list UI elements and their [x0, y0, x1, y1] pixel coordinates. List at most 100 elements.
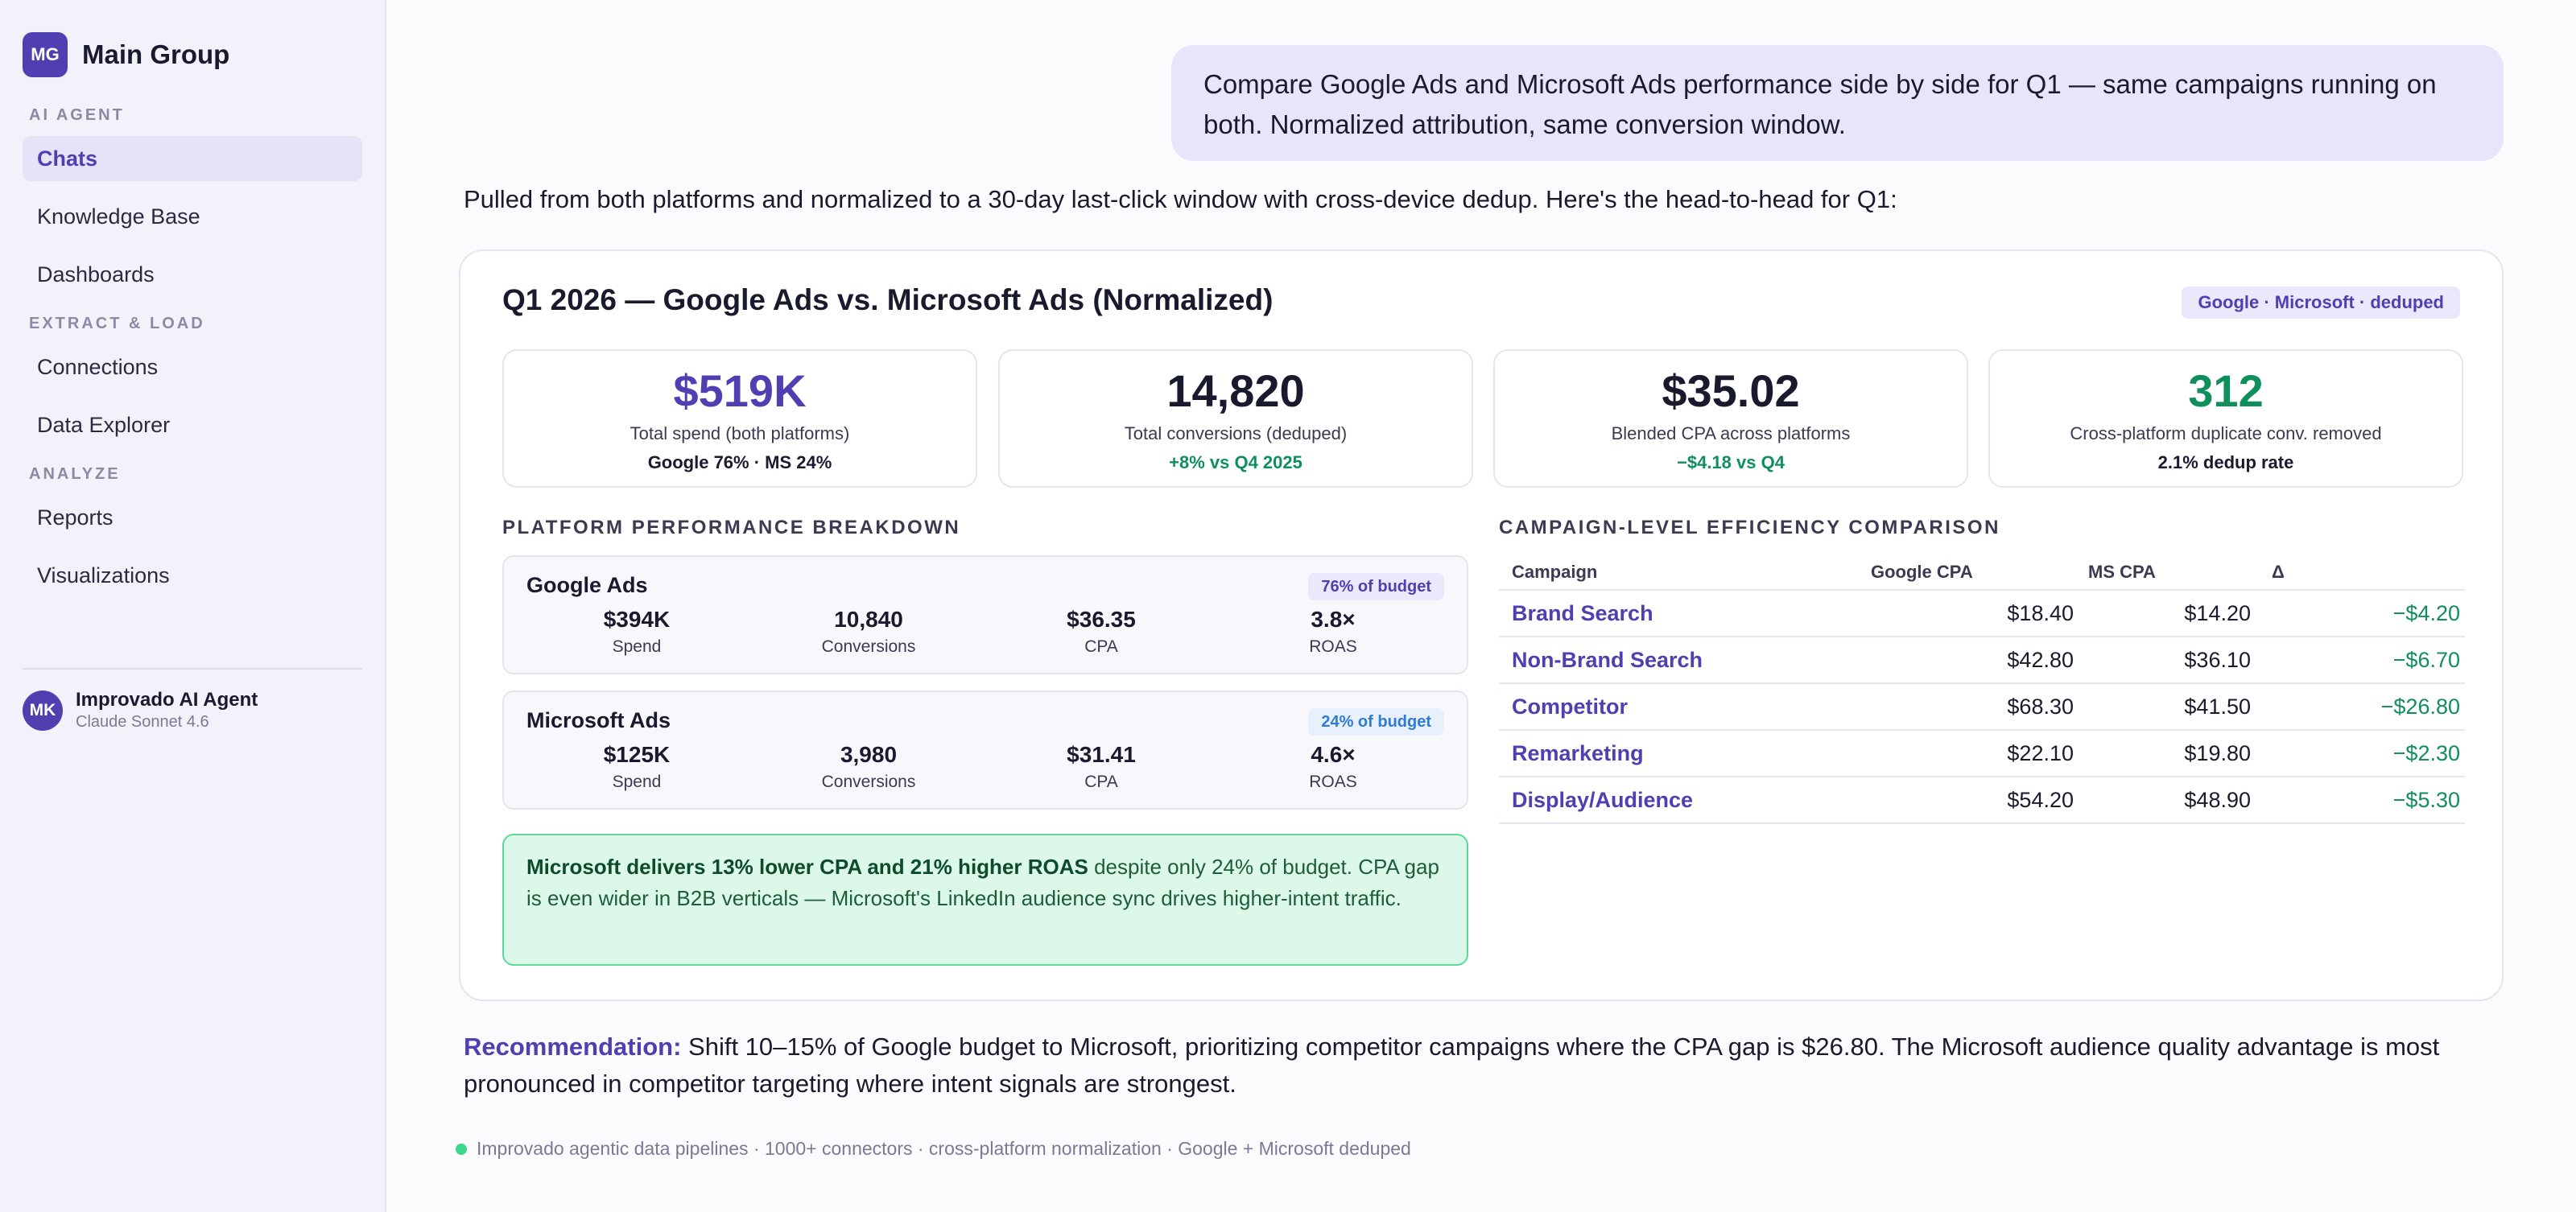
campaign-link[interactable]: Brand Search — [1512, 600, 1653, 625]
ms-cpa-cell: $19.80 — [2184, 740, 2251, 765]
workspace-name: Main Group — [82, 39, 230, 69]
kpi-sub: −$4.18 vs Q4 — [1677, 452, 1785, 472]
workspace-switcher[interactable]: MG Main Group — [23, 32, 362, 77]
metric-value: 4.6× — [1311, 742, 1356, 767]
nav-section-title: EXTRACT & LOAD — [29, 315, 205, 332]
ms-cpa-cell: $36.10 — [2184, 647, 2251, 672]
insight-highlight: Microsoft delivers 13% lower CPA and 21%… — [526, 855, 1088, 879]
platform-name: Google Ads — [526, 573, 648, 597]
agent-profile[interactable]: MK Improvado AI Agent Claude Sonnet 4.6 — [23, 668, 362, 732]
platform-microsoft-ads: Microsoft Ads 24% of budget $125K Spend … — [502, 691, 1468, 810]
sidebar-item-reports[interactable]: Reports — [37, 505, 114, 530]
metric-cpa: $36.35 CPA — [1001, 607, 1202, 657]
table-header: Campaign Google CPA MS CPA Δ — [1499, 555, 2465, 591]
table-row: Brand Search $18.40 $14.20 −$4.20 — [1499, 591, 2465, 637]
campaign-link[interactable]: Remarketing — [1512, 740, 1644, 765]
ms-cpa-cell: $14.20 — [2184, 600, 2251, 625]
delta-cell: −$5.30 — [2392, 787, 2460, 812]
metric-label: CPA — [1084, 773, 1118, 791]
delta-cell: −$4.20 — [2392, 600, 2460, 625]
ms-cpa-cell: $48.90 — [2184, 787, 2251, 812]
agent-model: Claude Sonnet 4.6 — [76, 713, 209, 731]
metric-spend: $394K Spend — [536, 607, 737, 657]
metric-value: 3,980 — [840, 742, 898, 767]
table-row: Competitor $68.30 $41.50 −$26.80 — [1499, 684, 2465, 731]
metric-label: ROAS — [1309, 637, 1357, 656]
sidebar-item-chats[interactable]: Chats — [23, 136, 362, 181]
comparison-card: Q1 2026 — Google Ads vs. Microsoft Ads (… — [459, 249, 2504, 1001]
kpi-value: 312 — [2188, 365, 2264, 416]
google-cpa-cell: $54.20 — [2007, 787, 2074, 812]
table-row: Display/Audience $54.20 $48.90 −$5.30 — [1499, 777, 2465, 824]
google-cpa-cell: $42.80 — [2007, 647, 2074, 672]
nav-group-analyze: ANALYZE Reports Visualizations — [23, 465, 362, 598]
insight-text: despite only 24% of budget. CPA gap is e… — [526, 855, 1439, 910]
metric-label: Spend — [612, 637, 662, 656]
budget-badge: 24% of budget — [1308, 708, 1444, 736]
recommendation-label: Recommendation: — [464, 1033, 682, 1061]
sidebar: MG Main Group AI AGENT Chats Knowledge B… — [0, 0, 386, 1212]
avatar: MK — [23, 690, 63, 731]
metric-value: 10,840 — [834, 607, 903, 632]
platform-name: Microsoft Ads — [526, 708, 671, 732]
metric-value: $36.35 — [1067, 607, 1136, 632]
sidebar-item-knowledge-base[interactable]: Knowledge Base — [37, 204, 200, 229]
metric-label: Conversions — [821, 773, 916, 791]
kpi-total-spend: $519K Total spend (both platforms) Googl… — [502, 349, 977, 488]
column-header-google-cpa: Google CPA — [1871, 562, 1973, 582]
campaign-table: Campaign Google CPA MS CPA Δ Brand Searc… — [1499, 555, 2465, 824]
campaign-link[interactable]: Competitor — [1512, 694, 1628, 719]
metric-value: $31.41 — [1067, 742, 1136, 767]
ms-cpa-cell: $41.50 — [2184, 694, 2251, 719]
kpi-value: $519K — [673, 365, 807, 416]
kpi-label: Total spend (both platforms) — [630, 423, 850, 443]
kpi-label: Cross-platform duplicate conv. removed — [2070, 423, 2382, 443]
metric-conversions: 3,980 Conversions — [768, 742, 969, 792]
kpi-label: Blended CPA across platforms — [1611, 423, 1851, 443]
metric-value: $125K — [603, 742, 671, 767]
sidebar-item-data-explorer[interactable]: Data Explorer — [37, 413, 171, 437]
column-header-delta: Δ — [2272, 562, 2285, 582]
kpi-sub: Google 76% · MS 24% — [647, 452, 832, 472]
user-message-bubble: Compare Google Ads and Microsoft Ads per… — [1171, 45, 2504, 161]
kpi-sub: 2.1% dedup rate — [2157, 452, 2294, 472]
metric-conversions: 10,840 Conversions — [768, 607, 969, 657]
table-row: Remarketing $22.10 $19.80 −$2.30 — [1499, 731, 2465, 777]
kpi-label: Total conversions (deduped) — [1124, 423, 1348, 443]
metric-spend: $125K Spend — [536, 742, 737, 792]
insight-callout: Microsoft delivers 13% lower CPA and 21%… — [502, 834, 1468, 966]
sidebar-item-visualizations[interactable]: Visualizations — [37, 563, 170, 587]
table-row: Non-Brand Search $42.80 $36.10 −$6.70 — [1499, 637, 2465, 684]
google-cpa-cell: $68.30 — [2007, 694, 2074, 719]
card-title: Q1 2026 — Google Ads vs. Microsoft Ads (… — [502, 283, 1274, 316]
nav-section-title: AI AGENT — [29, 106, 125, 124]
recommendation-text: Shift 10–15% of Google budget to Microso… — [464, 1033, 2440, 1098]
kpi-value: 14,820 — [1166, 365, 1305, 416]
nav-group-extract-load: EXTRACT & LOAD Connections Data Explorer — [23, 315, 362, 447]
kpi-duplicates-removed: 312 Cross-platform duplicate conv. remov… — [1988, 349, 2463, 488]
campaign-link[interactable]: Non-Brand Search — [1512, 647, 1703, 672]
status-dot-icon — [456, 1143, 467, 1155]
sidebar-item-dashboards[interactable]: Dashboards — [37, 262, 155, 287]
column-header-ms-cpa: MS CPA — [2088, 562, 2156, 582]
kpi-value: $35.02 — [1662, 365, 1800, 416]
platform-google-ads: Google Ads 76% of budget $394K Spend 10,… — [502, 555, 1468, 674]
kpi-total-conversions: 14,820 Total conversions (deduped) +8% v… — [998, 349, 1473, 488]
nav-group-ai-agent: AI AGENT Chats Knowledge Base Dashboards — [23, 106, 362, 297]
agent-name: Improvado AI Agent — [76, 689, 258, 711]
workspace-logo: MG — [23, 32, 68, 77]
metric-cpa: $31.41 CPA — [1001, 742, 1202, 792]
campaign-link[interactable]: Display/Audience — [1512, 787, 1694, 812]
metric-roas: 3.8× ROAS — [1232, 607, 1434, 657]
source-badge: Google · Microsoft · deduped — [2182, 287, 2460, 319]
delta-cell: −$2.30 — [2392, 740, 2460, 765]
metric-label: CPA — [1084, 637, 1118, 656]
delta-cell: −$26.80 — [2380, 694, 2460, 719]
delta-cell: −$6.70 — [2392, 647, 2460, 672]
campaign-heading: CAMPAIGN-LEVEL EFFICIENCY COMPARISON — [1499, 517, 2000, 538]
google-cpa-cell: $18.40 — [2007, 600, 2074, 625]
recommendation: Recommendation: Shift 10–15% of Google b… — [464, 1029, 2500, 1103]
kpi-sub: +8% vs Q4 2025 — [1169, 452, 1302, 472]
sidebar-item-connections[interactable]: Connections — [37, 355, 159, 379]
nav-section-title: ANALYZE — [29, 465, 121, 483]
